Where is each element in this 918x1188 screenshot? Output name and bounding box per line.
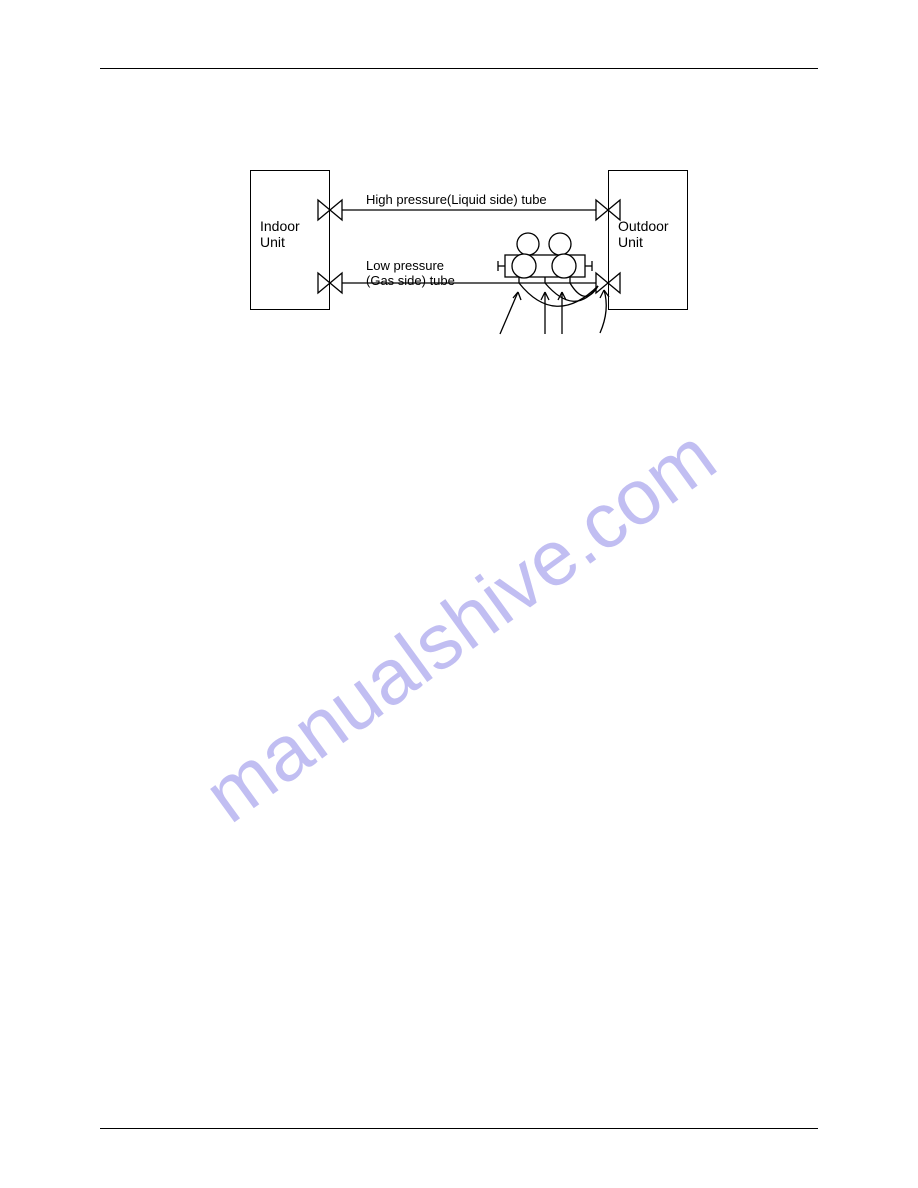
valve-indoor-high <box>318 200 342 220</box>
refrigerant-diagram: Indoor Unit Outdoor Unit High pressure(L… <box>0 0 918 400</box>
pointer-1 <box>500 292 521 334</box>
manifold-knob-right <box>552 254 576 278</box>
manifold-gauge-left <box>517 233 539 255</box>
pointer-3 <box>558 292 566 334</box>
manifold-knob-left <box>512 254 536 278</box>
valve-indoor-low <box>318 273 342 293</box>
bottom-rule <box>100 1128 818 1129</box>
manifold-gauge-right <box>549 233 571 255</box>
valve-outdoor-low <box>596 273 620 293</box>
diagram-svg <box>0 0 918 400</box>
pointer-outdoor-valve <box>600 290 609 333</box>
pointer-2 <box>541 292 549 334</box>
watermark-text: manualshive.com <box>93 342 826 909</box>
hose-arc-1 <box>519 283 598 306</box>
valve-outdoor-high <box>596 200 620 220</box>
